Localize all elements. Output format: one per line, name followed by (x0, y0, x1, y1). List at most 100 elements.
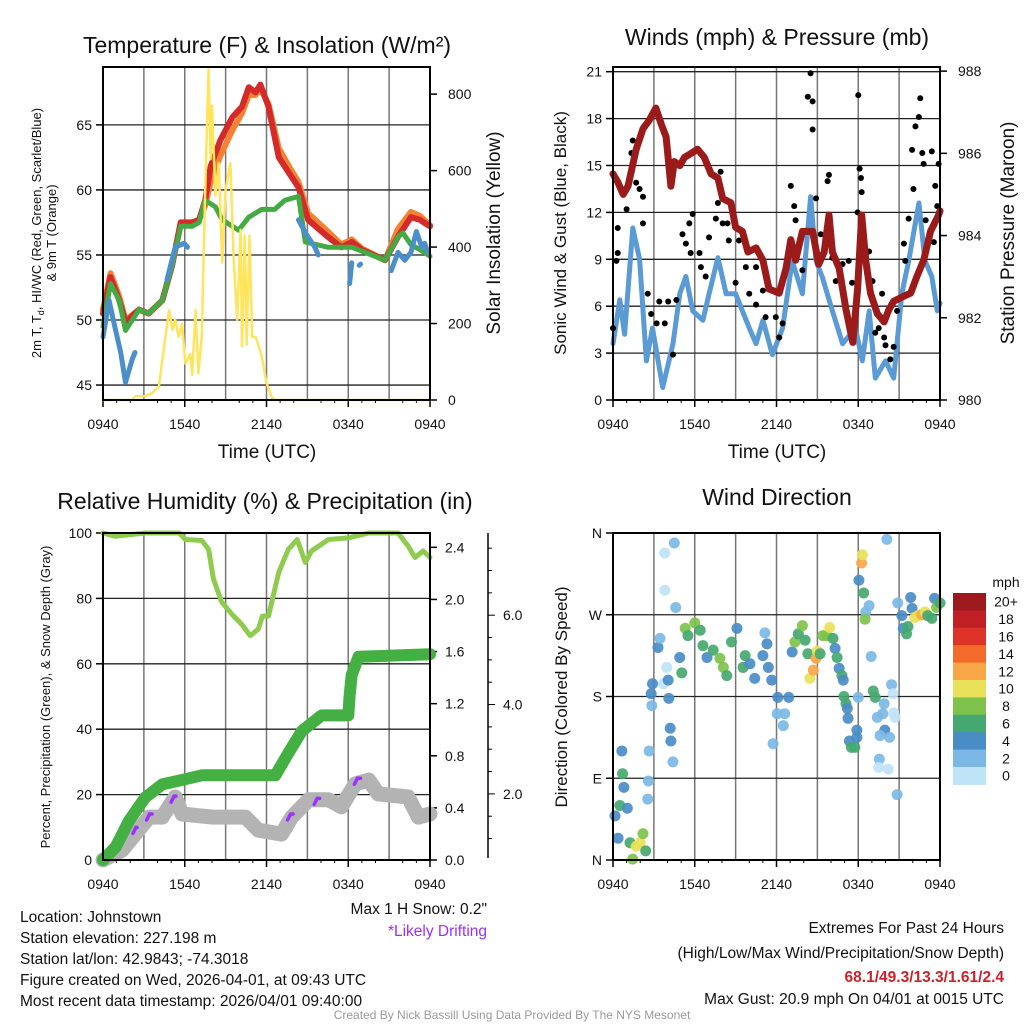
direction-point (637, 828, 649, 840)
y-tick-label: 9 (594, 251, 602, 267)
panel-1 (606, 66, 947, 407)
gust-point (762, 314, 769, 321)
gust-point (894, 307, 901, 314)
gust-point (809, 98, 816, 105)
station-pressure-line (609, 104, 944, 346)
y-tick-label: N (592, 852, 602, 868)
x-tick-label: 0340 (843, 416, 874, 432)
colorbar-swatch (953, 697, 986, 716)
y-tick-label: 21 (586, 64, 602, 80)
gust-point (902, 257, 909, 264)
most-recent-timestamp: Most recent data timestamp: 2026/04/01 0… (20, 993, 362, 1010)
humidity-chart-title: Relative Humidity (%) & Precipitation (i… (57, 488, 472, 514)
colorbar-label: 10 (998, 681, 1014, 697)
gust-point (717, 168, 724, 175)
right-y-tick-label: 980 (958, 392, 982, 408)
plot-frame (102, 66, 431, 401)
y-tick-label: 60 (76, 656, 92, 672)
direction-point (659, 547, 671, 559)
gust-point (706, 234, 713, 241)
direction-point (759, 627, 771, 639)
direction-point (616, 745, 628, 757)
gust-point (613, 257, 620, 264)
gust-point (753, 264, 760, 271)
direction-point (783, 691, 795, 703)
direction-point (873, 761, 885, 773)
direction-point (659, 584, 671, 596)
x-tick-label: 2140 (761, 416, 792, 432)
direction-point (761, 638, 773, 650)
direction-point (841, 702, 853, 714)
gust-point (875, 325, 882, 332)
direction-point (865, 651, 877, 663)
direction-point (858, 587, 870, 599)
direction-point (707, 644, 719, 656)
winds-chart-title: Winds (mph) & Pressure (mb) (625, 24, 929, 50)
direction-point (902, 621, 914, 633)
drifting-mark (144, 812, 154, 822)
x-tick-label: 0340 (333, 876, 364, 892)
snow-axis-tick-label: 4.0 (503, 697, 523, 713)
gust-point (809, 126, 816, 133)
snow-axis-tick-label: 6.0 (503, 607, 523, 623)
direction-point (887, 688, 899, 700)
direction-point (654, 632, 666, 644)
direction-point (674, 651, 686, 663)
gust-point (623, 206, 630, 213)
right-y-tick-label: 1.2 (445, 696, 465, 712)
direction-point (881, 533, 893, 545)
right-y-tick-label: 0.8 (445, 748, 465, 764)
direction-point (634, 837, 646, 849)
direction-point (814, 648, 826, 660)
right-y-tick-label: 1.6 (445, 644, 465, 660)
gust-point (930, 239, 937, 246)
gust-point (787, 182, 794, 189)
direction-point (884, 731, 896, 743)
x-tick-label: 0940 (924, 416, 955, 432)
pressure-right-axis-label: Station Pressure (Maroon) (998, 122, 1019, 345)
y-tick-label: 100 (69, 525, 93, 541)
x-tick-label: 0340 (333, 416, 364, 432)
y-tick-label: 0 (594, 392, 602, 408)
direction-point (906, 602, 918, 614)
direction-point (837, 674, 849, 686)
snow-depth-line (95, 772, 438, 868)
y-tick-label: 60 (76, 182, 92, 198)
direction-point (849, 741, 861, 753)
gust-point (817, 231, 824, 238)
gust-point (857, 175, 864, 181)
direction-point (618, 781, 630, 793)
likely-drifting-note: *Likely Drifting (388, 923, 487, 940)
direction-point (856, 549, 868, 561)
extremes-heading: Extremes For Past 24 Hours (808, 920, 1004, 937)
credit-line: Created By Nick Bassill Using Data Provi… (334, 1008, 691, 1022)
direction-point (670, 601, 682, 613)
colorbar-swatch (953, 593, 986, 611)
gust-point (656, 298, 663, 305)
direction-point (882, 763, 894, 775)
drifting-mark (352, 776, 363, 786)
x-tick-label: 0940 (924, 876, 955, 892)
x-tick-label: 0340 (843, 876, 874, 892)
gust-point (653, 320, 660, 327)
gust-point (714, 200, 721, 207)
series-hi-wc-line (388, 229, 431, 274)
gust-point (845, 257, 852, 264)
gust-point (644, 290, 651, 297)
direction-point (731, 622, 743, 634)
direction-point (621, 802, 633, 814)
direction-point (829, 642, 841, 654)
gust-point (887, 356, 894, 363)
direction-point (873, 753, 885, 765)
colorbar-swatch (953, 610, 986, 629)
gust-point (799, 267, 806, 274)
x-tick-label: 1540 (679, 416, 710, 432)
figure-created: Figure created on Wed, 2026-04-01, at 09… (20, 972, 366, 989)
colorbar-label: 2 (1002, 750, 1010, 766)
direction-point (612, 832, 624, 844)
direction-point (891, 789, 903, 801)
colorbar-label: 14 (998, 646, 1014, 662)
gust-point (732, 279, 739, 286)
colorbar-label: 6 (1002, 716, 1010, 732)
direction-point (642, 793, 654, 805)
